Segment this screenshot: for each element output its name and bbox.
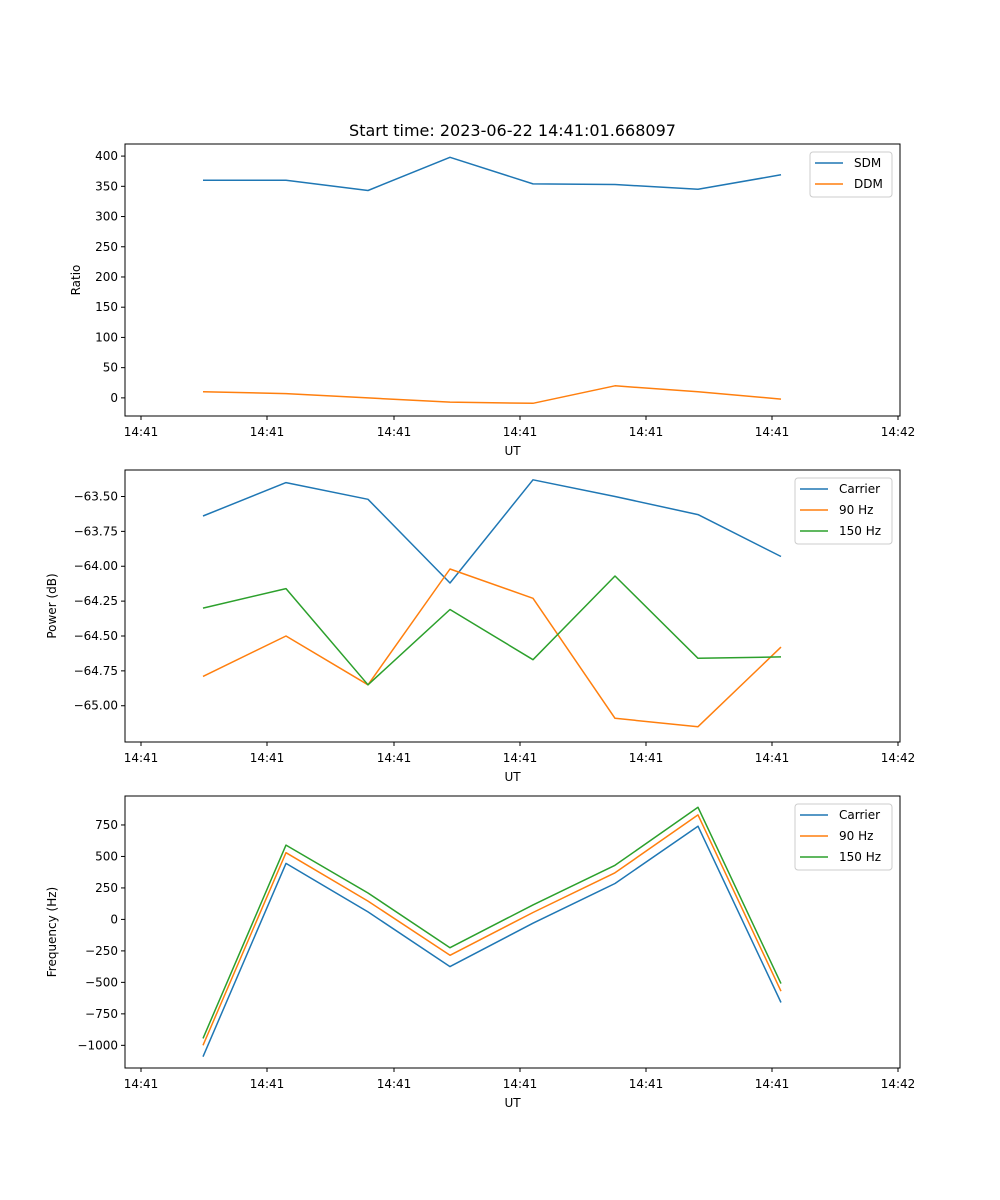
- legend: SDM DDM: [809, 151, 893, 198]
- series-line-90-hz: [202, 814, 782, 1046]
- legend-label-150-hz: 150 Hz: [839, 850, 881, 864]
- y-tick-label: 750: [95, 818, 118, 832]
- x-tick-label: 14:41: [250, 1077, 285, 1091]
- y-tick-label: −64.25: [74, 594, 118, 608]
- series-line-ddm: [202, 385, 782, 405]
- y-tick-label: 350: [95, 179, 118, 193]
- y-axis-label: Frequency (Hz): [45, 887, 59, 978]
- chart-title: Start time: 2023-06-22 14:41:01.668097: [349, 121, 676, 140]
- x-axis-label: UT: [504, 1096, 521, 1110]
- y-tick-label: 250: [95, 881, 118, 895]
- y-tick-label: −63.50: [74, 490, 118, 504]
- y-tick-label: −250: [85, 944, 118, 958]
- y-tick-label: 0: [110, 912, 118, 926]
- x-tick-label: 14:41: [250, 425, 285, 439]
- plot-frame: [124, 469, 901, 743]
- legend-label-sdm: SDM: [854, 156, 881, 170]
- plot-frame: [124, 795, 901, 1069]
- x-tick-label: 14:41: [124, 425, 159, 439]
- y-tick-label: 50: [103, 361, 118, 375]
- y-axis-label: Ratio: [69, 265, 83, 296]
- y-tick-label: −500: [85, 975, 118, 989]
- plot-frame: [124, 143, 901, 417]
- y-tick-label: −65.00: [74, 699, 118, 713]
- legend: Carrier 90 Hz 150 Hz: [794, 803, 893, 871]
- y-tick-label: 150: [95, 300, 118, 314]
- chart-panel-2: −65.00 −64.75 −64.50 −64.25 −64.00 −63.75 −63.…: [45, 469, 916, 784]
- x-tick-label: 14:41: [629, 1077, 664, 1091]
- x-tick-label: 14:42: [881, 425, 916, 439]
- x-tick-label: 14:41: [629, 425, 664, 439]
- x-axis-label: UT: [504, 770, 521, 784]
- x-tick-label: 14:41: [755, 425, 790, 439]
- y-tick-label: 300: [95, 210, 118, 224]
- series-line-carrier: [202, 825, 782, 1057]
- x-tick-label: 14:42: [881, 1077, 916, 1091]
- y-tick-label: −1000: [77, 1038, 118, 1052]
- legend-label-90-hz: 90 Hz: [839, 503, 873, 517]
- x-tick-label: 14:41: [629, 751, 664, 765]
- legend-label-carrier: Carrier: [839, 808, 880, 822]
- legend-label-90-hz: 90 Hz: [839, 829, 873, 843]
- series-line-sdm: [203, 156, 782, 192]
- y-axis-label: Power (dB): [45, 573, 59, 638]
- chart-panel-3: −1000 −750 −500 −250 0 250 500 750 14:41 14:41 14:…: [45, 795, 916, 1110]
- y-tick-label: −64.00: [74, 559, 118, 573]
- x-tick-label: 14:41: [124, 751, 159, 765]
- x-tick-label: 14:41: [503, 1077, 538, 1091]
- x-tick-label: 14:41: [503, 751, 538, 765]
- legend: Carrier 90 Hz 150 Hz: [794, 477, 893, 545]
- x-tick-label: 14:41: [124, 1077, 159, 1091]
- y-tick-label: −750: [85, 1007, 118, 1021]
- legend-box: [794, 803, 893, 871]
- x-tick-label: 14:41: [377, 751, 412, 765]
- y-tick-label: 500: [95, 849, 118, 863]
- x-tick-label: 14:41: [377, 1077, 412, 1091]
- x-axis-label: UT: [504, 444, 521, 458]
- y-tick-label: 400: [95, 149, 118, 163]
- y-tick-label: 200: [95, 270, 118, 284]
- x-tick-label: 14:41: [755, 751, 790, 765]
- legend-box: [794, 477, 893, 545]
- x-tick-label: 14:41: [755, 1077, 790, 1091]
- y-tick-label: −64.50: [74, 629, 118, 643]
- x-tick-label: 14:41: [377, 425, 412, 439]
- x-tick-label: 14:41: [503, 425, 538, 439]
- legend-label-carrier: Carrier: [839, 482, 880, 496]
- x-tick-label: 14:42: [881, 751, 916, 765]
- series-line-150-hz: [202, 806, 782, 1039]
- series-line-90-hz: [202, 568, 782, 728]
- y-tick-label: −64.75: [74, 664, 118, 678]
- y-tick-label: 250: [95, 240, 118, 254]
- legend-label-150-hz: 150 Hz: [839, 524, 881, 538]
- chart-panel-1: 0 50 100 150 200 250 300 350 400 14:41 14:41 14:41 1…: [69, 121, 915, 458]
- legend-label-ddm: DDM: [854, 177, 883, 191]
- series-line-carrier: [202, 479, 782, 584]
- y-tick-label: −63.75: [74, 524, 118, 538]
- y-tick-label: 0: [110, 391, 118, 405]
- x-tick-label: 14:41: [250, 751, 285, 765]
- series-line-150-hz: [202, 575, 782, 686]
- y-tick-label: 100: [95, 330, 118, 344]
